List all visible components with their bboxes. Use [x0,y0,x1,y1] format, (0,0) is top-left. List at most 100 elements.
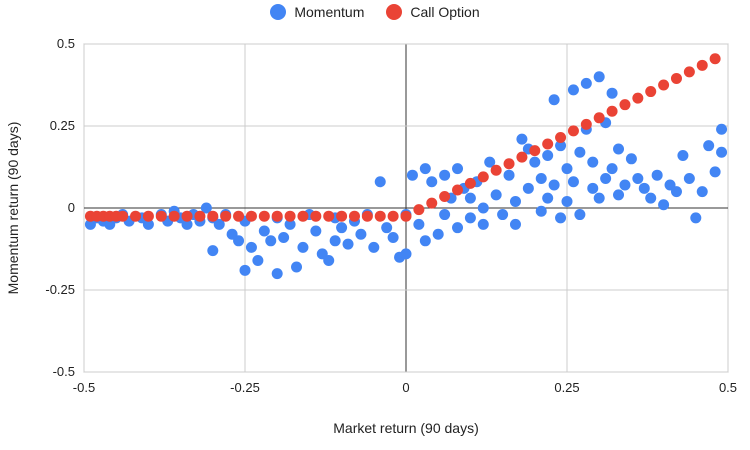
x-tick-label: -0.25 [230,380,260,395]
momentum-point [696,186,708,198]
momentum-point [381,222,393,234]
momentum-point [516,133,528,145]
momentum-point [574,146,586,158]
momentum-point [265,235,277,247]
momentum-point [548,94,560,106]
call-option-point [258,210,270,222]
momentum-point [213,218,225,230]
momentum-point [625,153,637,165]
momentum-point [200,202,212,214]
momentum-point [638,182,650,194]
momentum-point [555,212,567,224]
call-option-point [130,210,142,222]
momentum-point [632,172,644,184]
x-axis-title: Market return (90 days) [333,420,479,436]
momentum-point [561,195,573,207]
momentum-point [567,176,579,188]
legend-label-momentum: Momentum [294,4,365,20]
x-tick-label: 0 [402,380,409,395]
call-option-point [516,151,528,163]
momentum-point [329,235,341,247]
momentum-point [670,186,682,198]
call-option-point [233,210,245,222]
momentum-point [535,172,547,184]
momentum-point [387,232,399,244]
momentum-point [677,150,689,162]
call-option-point [645,86,657,98]
call-option-point [709,53,721,65]
momentum-point [542,150,554,162]
x-tick-label: 0.5 [719,380,737,395]
legend-label-call-option: Call Option [410,4,480,20]
momentum-point [252,254,264,266]
momentum-point [432,228,444,240]
call-option-point [683,66,695,78]
call-option-point [580,118,592,130]
momentum-point [336,222,348,234]
momentum-point [484,156,496,168]
call-option-point [439,191,451,203]
momentum-point [567,84,579,96]
y-tick-label: 0 [68,200,75,215]
call-option-point [348,210,360,222]
call-option-point [542,138,554,150]
momentum-point [509,195,521,207]
call-option-point [374,210,386,222]
call-option-point [464,177,476,189]
momentum-point [439,209,451,221]
momentum-point [716,123,728,135]
momentum-point [291,261,303,273]
call-option-point [452,184,464,196]
momentum-point [509,218,521,230]
call-option-point [490,164,502,176]
momentum-point [542,192,554,204]
momentum-point [477,218,489,230]
momentum-point [658,199,670,211]
y-axis-title: Momentum return (90 days) [5,121,21,295]
momentum-point [522,182,534,194]
momentum-point [239,264,251,276]
momentum-point [606,163,618,175]
legend-item-momentum: Momentum [270,4,364,20]
momentum-point [548,179,560,191]
momentum-point [490,189,502,201]
momentum-point [258,225,270,237]
momentum-point [587,156,599,168]
call-option-point [619,99,631,111]
call-option-point [181,210,193,222]
momentum-point [374,176,386,188]
call-option-point [567,125,579,137]
momentum-point [613,143,625,155]
chart-legend: Momentum Call Option [0,2,750,22]
call-option-point [555,131,567,143]
call-option-point [503,158,515,170]
momentum-point [342,238,354,250]
y-tick-label: 0.5 [57,36,75,51]
call-option-point [477,171,489,183]
momentum-point [555,140,567,152]
call-option-point [245,210,257,222]
momentum-point [716,146,728,158]
momentum-point [452,222,464,234]
momentum-point [464,192,476,204]
momentum-point [580,77,592,89]
momentum-point [690,212,702,224]
momentum-point [464,212,476,224]
momentum-point [297,241,309,253]
momentum-point [619,179,631,191]
momentum-point [452,163,464,175]
momentum-point [419,163,431,175]
momentum-point [368,241,380,253]
momentum-point [419,235,431,247]
call-option-point [632,92,644,104]
momentum-point [323,254,335,266]
momentum-point [587,182,599,194]
legend-swatch-momentum [270,4,287,20]
call-option-point [284,210,296,222]
call-option-point [323,210,335,222]
legend-swatch-call-option [386,4,403,20]
x-tick-label: -0.5 [73,380,95,395]
call-option-point [207,210,219,222]
momentum-point [683,172,695,184]
